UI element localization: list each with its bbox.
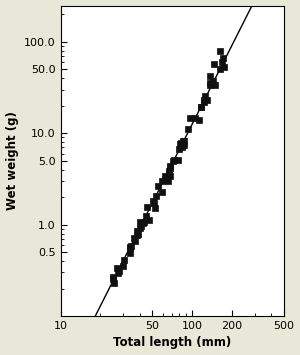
Point [208, 81, 213, 87]
Point [144, 204, 149, 210]
Point [219, 59, 224, 65]
Point [166, 179, 170, 184]
Y-axis label: Wet weight (g): Wet weight (g) [6, 111, 19, 210]
Point [155, 183, 160, 189]
Point [188, 115, 192, 121]
Point [139, 224, 144, 229]
Point [117, 268, 122, 274]
Point [205, 97, 209, 103]
Point [186, 126, 190, 131]
Point [162, 173, 167, 179]
X-axis label: Total length (mm): Total length (mm) [113, 337, 231, 349]
Point [141, 219, 146, 225]
Point [138, 225, 143, 231]
Point [132, 235, 137, 241]
Point [193, 115, 198, 121]
Point [210, 78, 215, 83]
Point [208, 80, 212, 86]
Point [177, 146, 182, 152]
Point [178, 142, 182, 147]
Point [199, 105, 204, 110]
Point [111, 274, 116, 279]
Point [127, 245, 132, 250]
Point [218, 67, 223, 72]
Point [112, 280, 117, 286]
Point [207, 82, 212, 88]
Point [127, 251, 132, 256]
Point [146, 217, 151, 222]
Point [111, 277, 116, 282]
Point [134, 232, 139, 237]
Point [180, 144, 185, 150]
Point [167, 168, 171, 174]
Point [116, 270, 120, 276]
Point [128, 245, 133, 251]
Point [201, 97, 206, 103]
Point [220, 55, 225, 61]
Point [212, 61, 217, 66]
Point [159, 189, 164, 195]
Point [172, 157, 177, 163]
Point [121, 257, 126, 263]
Point [153, 205, 158, 211]
Point [199, 104, 203, 110]
Point [182, 142, 186, 148]
Point [197, 117, 202, 123]
Point [160, 179, 165, 184]
Point [121, 263, 125, 269]
Point [152, 200, 156, 206]
Point [167, 164, 172, 169]
Point [136, 231, 140, 236]
Point [171, 158, 176, 164]
Point [182, 138, 186, 143]
Point [202, 99, 206, 105]
Point [178, 140, 183, 146]
Point [134, 228, 139, 234]
Point [115, 266, 119, 271]
Point [167, 171, 172, 176]
Point [180, 138, 185, 144]
Point [133, 238, 138, 244]
Point [168, 173, 172, 179]
Point [140, 220, 145, 226]
Point [221, 65, 226, 70]
Point [176, 157, 181, 163]
Point [203, 93, 208, 99]
Point [163, 176, 167, 182]
Point [208, 73, 213, 79]
Point [128, 243, 133, 249]
Point [168, 165, 172, 171]
Point [212, 83, 217, 88]
Point [151, 198, 155, 203]
Point [154, 193, 158, 199]
Point [217, 48, 222, 54]
Point [144, 213, 149, 218]
Point [180, 143, 184, 149]
Point [137, 220, 142, 225]
